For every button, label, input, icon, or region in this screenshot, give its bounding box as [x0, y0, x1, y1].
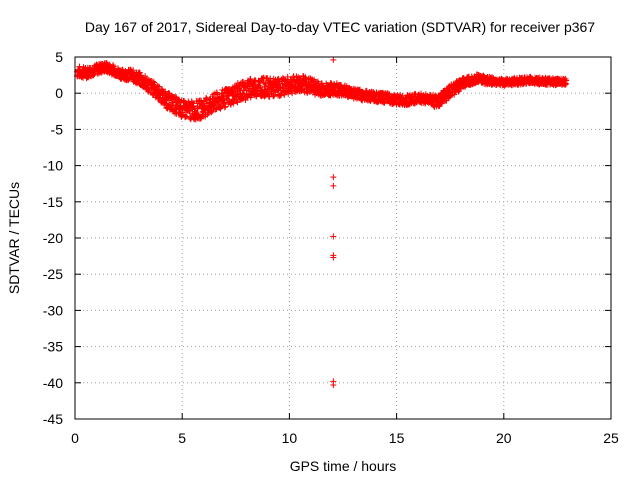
- data-point: [256, 78, 263, 85]
- data-point: [563, 77, 570, 84]
- outlier-point: [330, 56, 337, 63]
- y-tick-label: -5: [51, 121, 64, 137]
- data-point: [508, 82, 515, 89]
- x-tick-labels: 0 5 10 15 20 25: [71, 430, 619, 446]
- outlier-point: [330, 254, 337, 261]
- y-tick-label: 5: [55, 49, 63, 65]
- y-tick-label: -10: [43, 158, 63, 174]
- x-tick-label: 25: [603, 430, 619, 446]
- x-tick-label: 15: [389, 430, 405, 446]
- x-axis-label: GPS time / hours: [290, 458, 397, 474]
- data-point: [183, 113, 190, 120]
- y-tick-label: -40: [43, 375, 63, 391]
- data-point: [399, 92, 406, 99]
- outlier-point: [330, 381, 337, 388]
- data-point: [130, 67, 137, 74]
- data-point: [489, 74, 496, 81]
- data-point: [233, 98, 240, 105]
- outlier-point: [330, 182, 337, 189]
- y-tick-label: 0: [55, 85, 63, 101]
- y-axis-label: SDTVAR / TECUs: [6, 182, 22, 294]
- y-tick-label: -30: [43, 302, 63, 318]
- data-point: [239, 95, 246, 102]
- x-tick-label: 0: [71, 430, 79, 446]
- data-point: [162, 88, 169, 95]
- x-tick-label: 10: [282, 430, 298, 446]
- axis-ticks: [74, 56, 612, 420]
- data-point: [284, 73, 291, 80]
- y-tick-label: -15: [43, 194, 63, 210]
- data-point: [302, 74, 309, 81]
- data-point: [203, 95, 210, 102]
- data-point: [209, 108, 216, 115]
- data-point: [289, 90, 296, 97]
- outlier-point: [330, 233, 337, 240]
- y-tick-label: -25: [43, 266, 63, 282]
- y-tick-labels: 5 0 -5 -10 -15 -20 -25 -30 -35 -40 -45: [43, 49, 63, 427]
- data-point: [447, 92, 454, 99]
- outlier-points: [330, 56, 337, 388]
- chart-title: Day 167 of 2017, Sidereal Day-to-day VTE…: [85, 19, 595, 35]
- data-points: [74, 60, 570, 123]
- data-point: [314, 78, 321, 85]
- data-point: [354, 94, 361, 101]
- data-point: [151, 79, 158, 86]
- data-point: [277, 83, 284, 90]
- x-tick-label: 20: [496, 430, 512, 446]
- y-tick-label: -45: [43, 411, 63, 427]
- x-tick-label: 5: [178, 430, 186, 446]
- y-tick-label: -35: [43, 339, 63, 355]
- outlier-point: [330, 174, 337, 181]
- y-tick-label: -20: [43, 230, 63, 246]
